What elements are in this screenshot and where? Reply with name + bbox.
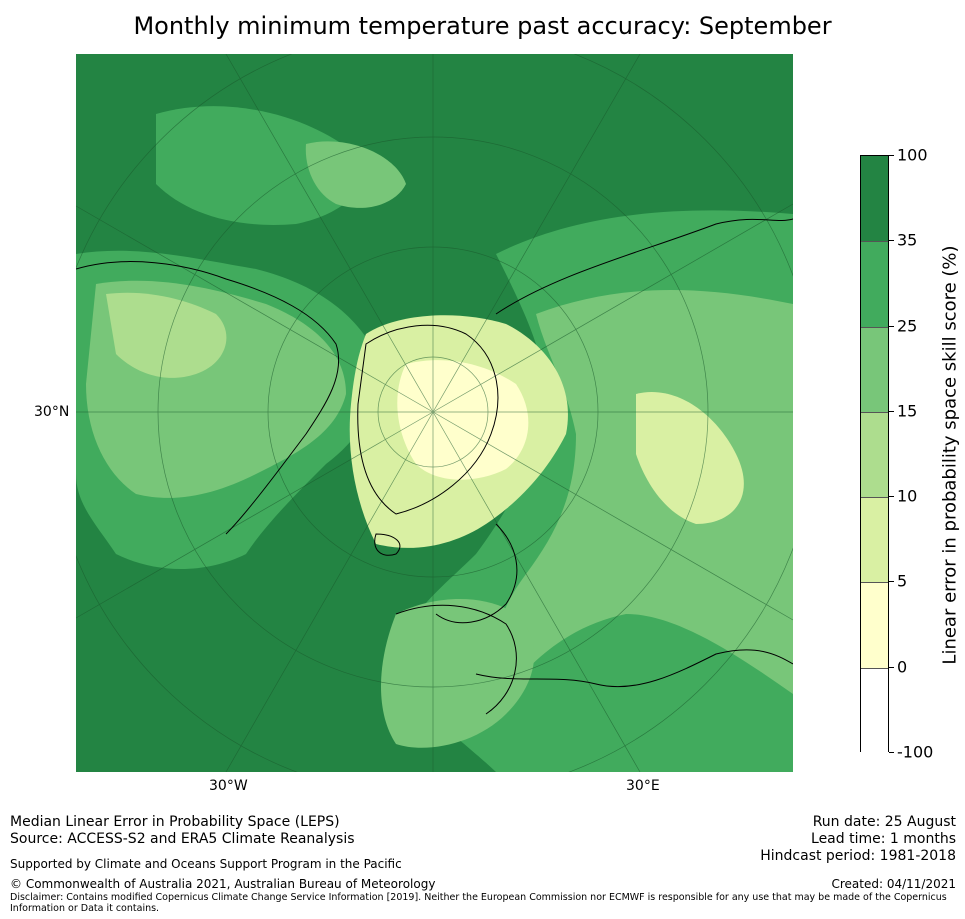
- colorbar-tick-label: 5: [897, 571, 908, 591]
- colorbar-segment: [861, 497, 888, 584]
- colorbar-segment: [861, 156, 888, 242]
- lon-label-30e: 30°E: [626, 778, 660, 794]
- colorbar-segment: [861, 241, 888, 328]
- colorbar-tick: [889, 410, 894, 412]
- colorbar-segment: [861, 582, 888, 669]
- footer-disclaimer: Disclaimer: Contains modified Copernicus…: [10, 892, 947, 914]
- colorbar-tick: [889, 666, 894, 668]
- colorbar-tick: [889, 155, 894, 156]
- colorbar-tick: [889, 496, 894, 498]
- north-pacific-patch: [156, 106, 363, 225]
- colorbar-title: Linear error in probability space skill …: [939, 245, 961, 665]
- colorbar-tick: [889, 325, 894, 327]
- siberia-light: [636, 392, 744, 524]
- colorbar-segment: [861, 411, 888, 499]
- lat-label-30n: 30°N: [34, 404, 70, 420]
- footer-support: Supported by Climate and Oceans Support …: [10, 857, 402, 871]
- coastlines: [76, 218, 793, 715]
- skill-score-map: [76, 54, 793, 772]
- polar-map: [76, 54, 793, 772]
- europe-region: [381, 599, 535, 748]
- created-date: Created: 04/11/2021: [831, 877, 956, 891]
- colorbar-tick-label: -100: [897, 742, 934, 762]
- lon-label-30w: 30°W: [209, 778, 248, 794]
- colorbar-tick-label: 25: [897, 316, 918, 336]
- eurasia-inner: [495, 290, 793, 694]
- run-date: Run date: 25 August: [812, 814, 956, 830]
- colorbar-tick: [889, 240, 894, 242]
- colorbar-segment: [861, 326, 888, 413]
- colorbar: [860, 155, 889, 754]
- colorbar-tick-label: 0: [897, 657, 908, 677]
- colorbar-tick-label: 100: [897, 145, 928, 165]
- chart-title: Monthly minimum temperature past accurac…: [133, 12, 832, 40]
- north-pacific-light: [305, 141, 406, 208]
- lead-time: Lead time: 1 months: [811, 831, 956, 847]
- colorbar-segment: [861, 667, 888, 754]
- colorbar-tick-label: 35: [897, 230, 918, 250]
- footer-source: Source: ACCESS-S2 and ERA5 Climate Reana…: [10, 831, 355, 847]
- colorbar-tick: [889, 752, 894, 753]
- colorbar-tick-label: 10: [897, 486, 918, 506]
- colorbar-tick-label: 15: [897, 401, 918, 421]
- hindcast-period: Hindcast period: 1981-2018: [760, 848, 956, 864]
- colorbar-tick: [889, 581, 894, 583]
- arctic-light: [397, 360, 529, 480]
- north-america-light: [106, 292, 227, 378]
- graticule: [76, 54, 793, 772]
- footer-metric: Median Linear Error in Probability Space…: [10, 814, 340, 830]
- footer-copyright: © Commonwealth of Australia 2021, Austra…: [10, 877, 436, 891]
